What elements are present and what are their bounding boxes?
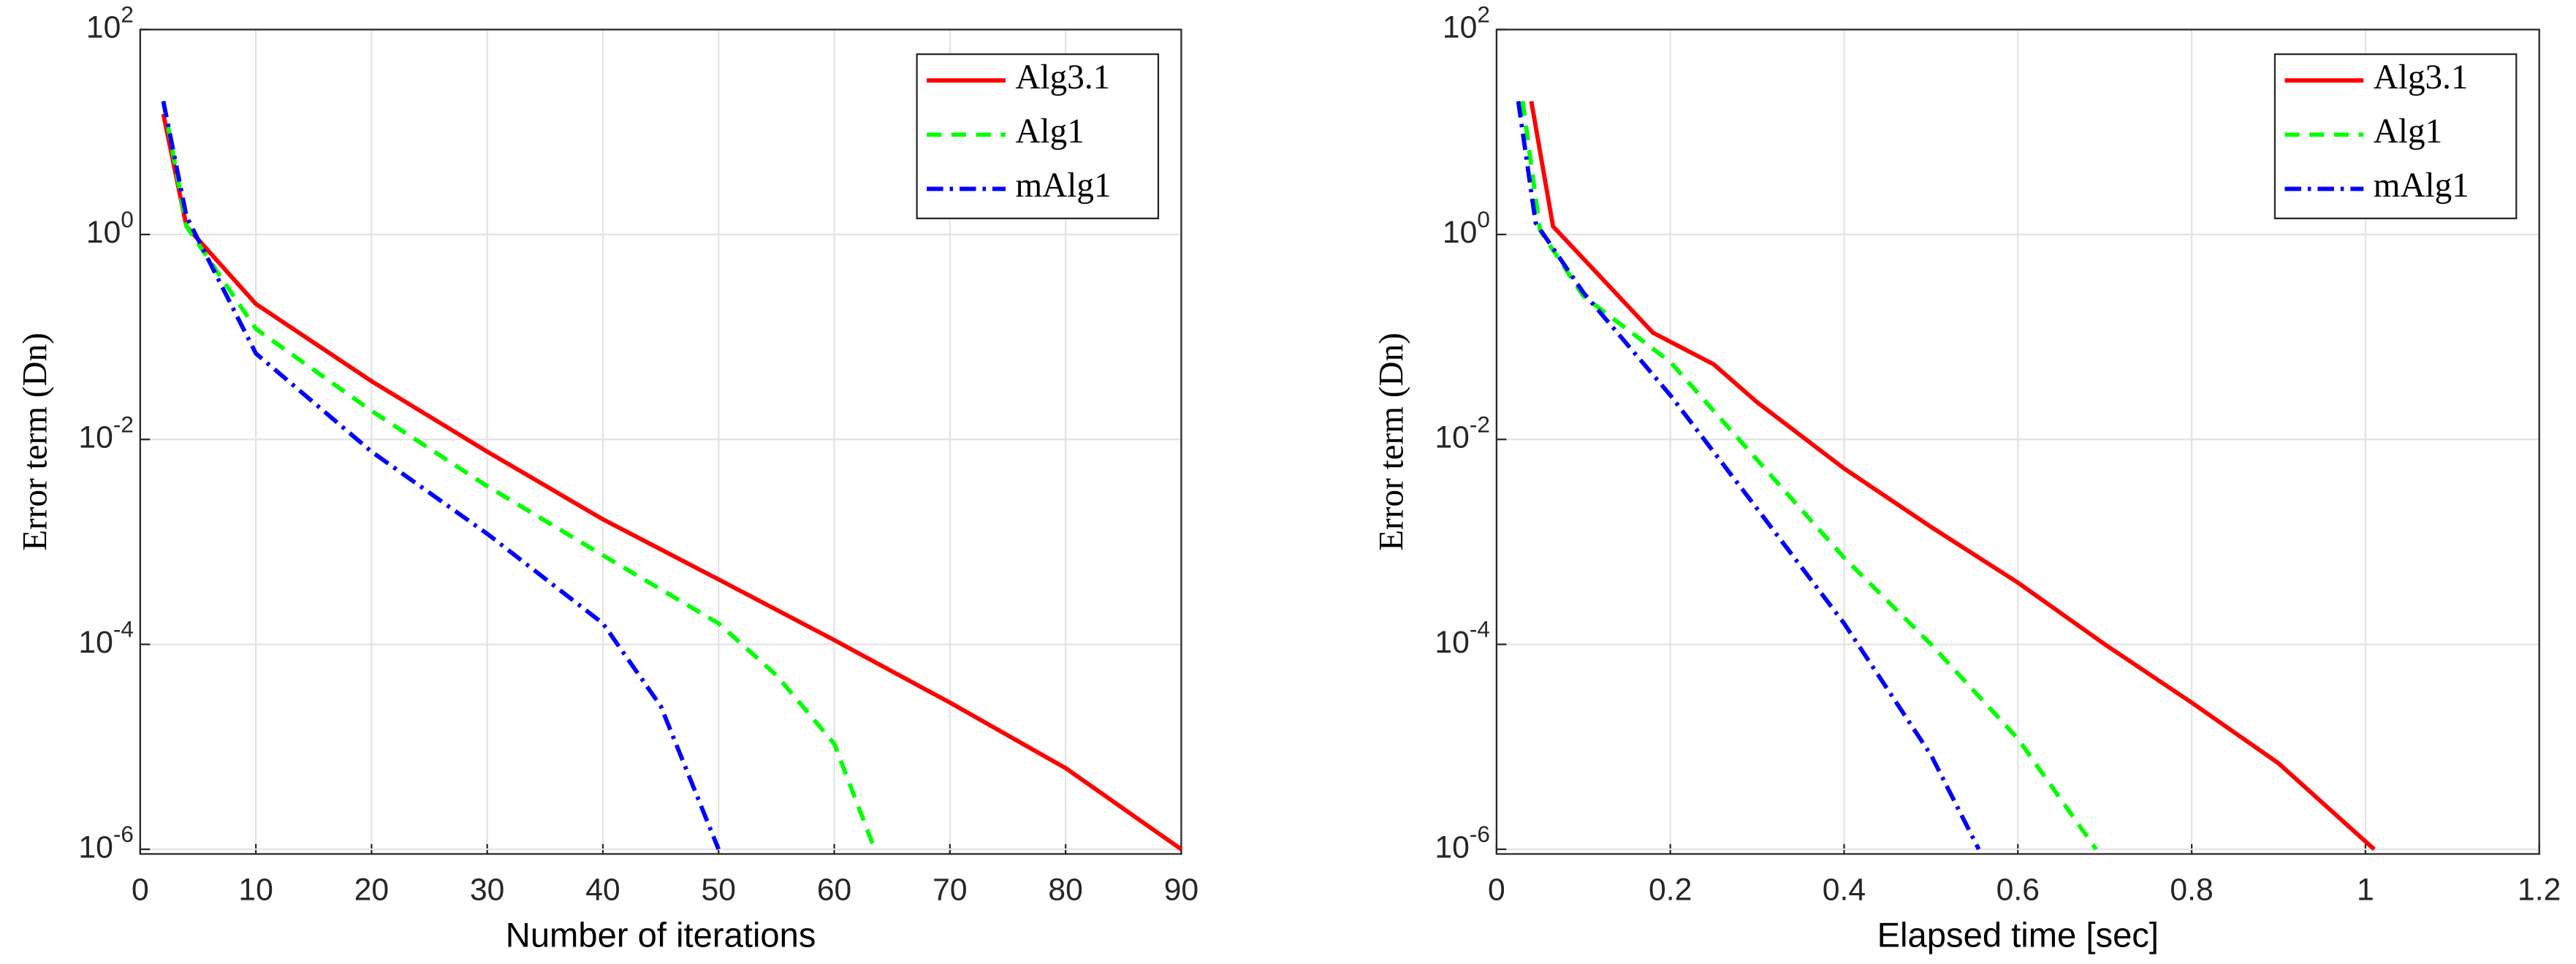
legend-label: mAlg1 bbox=[2374, 167, 2469, 205]
x-tick-label: 90 bbox=[1164, 872, 1198, 907]
legend-label: Alg3.1 bbox=[1015, 58, 1110, 96]
y-tick-label: 10-6 bbox=[78, 821, 133, 865]
x-tick-label: 80 bbox=[1048, 872, 1082, 907]
x-tick-label: 0.2 bbox=[1649, 872, 1692, 907]
legend-label: Alg1 bbox=[2374, 113, 2442, 151]
y-tick-label: 10-4 bbox=[1435, 617, 1489, 660]
legend: Alg3.1 Alg1 mAlg1 bbox=[916, 53, 1160, 219]
y-tick-label: 102 bbox=[1443, 2, 1490, 45]
y-tick-label: 10-2 bbox=[78, 412, 133, 455]
series-line bbox=[161, 100, 877, 851]
y-tick-label: 10-6 bbox=[1435, 821, 1489, 865]
x-tick-label: 40 bbox=[585, 872, 620, 907]
series-line bbox=[1529, 100, 2376, 851]
axes-frame bbox=[139, 29, 1182, 855]
x-tick-label: 0 bbox=[1488, 872, 1505, 907]
y-axis-label: Error term (Dn) bbox=[1372, 333, 1410, 551]
x-tick-label: 10 bbox=[238, 872, 273, 907]
x-tick-label: 0.6 bbox=[1996, 872, 2040, 907]
x-tick-label: 20 bbox=[354, 872, 389, 907]
x-axis-label: Elapsed time [sec] bbox=[1877, 916, 2159, 954]
x-tick-label: 70 bbox=[932, 872, 967, 907]
legend-label: mAlg1 bbox=[1015, 167, 1111, 205]
series-line bbox=[161, 113, 1183, 851]
y-tick-label: 100 bbox=[1443, 207, 1490, 250]
x-tick-label: 50 bbox=[702, 872, 736, 907]
series-line bbox=[1520, 101, 2098, 851]
legend: Alg3.1 Alg1 mAlg1 bbox=[2273, 53, 2518, 219]
x-tick-label: 1 bbox=[2357, 872, 2374, 907]
x-tick-label: 30 bbox=[470, 872, 504, 907]
axes-frame bbox=[1495, 29, 2540, 855]
y-tick-label: 102 bbox=[86, 2, 134, 45]
y-tick-label: 10-4 bbox=[78, 617, 133, 660]
series-line bbox=[161, 100, 721, 851]
x-tick-label: 0.4 bbox=[1823, 872, 1866, 907]
y-tick-label: 10-2 bbox=[1435, 412, 1489, 455]
x-tick-label: 1.2 bbox=[2518, 872, 2561, 907]
x-tick-label: 0.8 bbox=[2170, 872, 2213, 907]
x-tick-label: 60 bbox=[817, 872, 851, 907]
series-line bbox=[1516, 101, 1981, 851]
legend-label: Alg1 bbox=[1015, 113, 1084, 151]
x-axis-label: Number of iterations bbox=[506, 916, 816, 954]
y-axis-label: Error term (Dn) bbox=[16, 333, 54, 551]
x-tick-label: 0 bbox=[132, 872, 149, 907]
legend-label: Alg3.1 bbox=[2374, 58, 2469, 96]
y-tick-label: 100 bbox=[86, 207, 134, 250]
